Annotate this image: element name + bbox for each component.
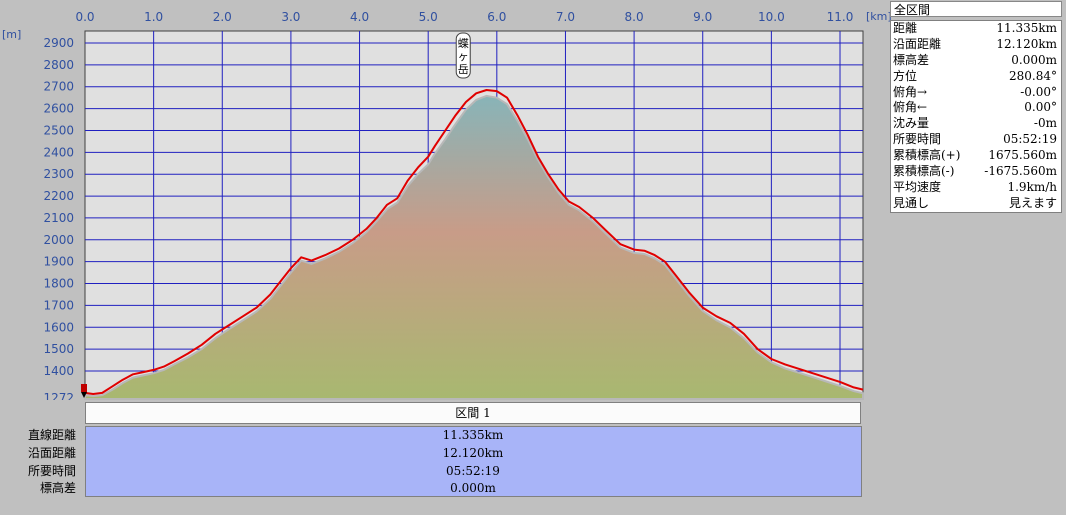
segment-header[interactable]: 区間 1: [85, 402, 861, 424]
y-tick-label: 2700: [43, 80, 74, 94]
info-label: 累積標高(-): [893, 164, 955, 179]
info-row: 沈み量 -0m: [891, 116, 1061, 133]
y-tick-label: 1600: [43, 320, 74, 334]
info-row: 俯角← 0.00°: [891, 100, 1061, 117]
segment-label: 沿面距離: [27, 445, 76, 460]
x-tick-label: 1.0: [144, 10, 163, 24]
info-row: 距離 11.335km: [891, 21, 1061, 37]
peak-annotation: 蝶ヶ岳: [455, 32, 471, 79]
segment-value: 11.335km: [442, 428, 504, 442]
info-label: 俯角→: [893, 84, 928, 99]
segment-value: 05:52:19: [446, 463, 500, 478]
info-value: -0.00°: [1020, 84, 1057, 99]
segment-value-box: [85, 426, 862, 497]
info-row: 累積標高(+) 1675.560m: [891, 148, 1061, 165]
y-tick-label: 1272: [43, 391, 74, 400]
y-tick-label: 2900: [43, 36, 74, 50]
info-value: 12.120km: [996, 36, 1057, 51]
info-value: 0.00°: [1024, 100, 1057, 115]
x-tick-label: 11.0: [827, 10, 854, 24]
info-label: 所要時間: [893, 132, 942, 147]
info-label: 沈み量: [893, 116, 930, 131]
segment-row: 所要時間 05:52:19: [0, 462, 864, 480]
x-axis: 0.0 1.0 2.0 3.0 4.0 5.0 6.0 7.0 8.0 9.0 10.0 11.0: [75, 10, 853, 24]
peak-label: 蝶ヶ岳: [458, 36, 469, 76]
x-tick-label: 3.0: [281, 10, 300, 24]
y-tick-label: 1400: [43, 364, 74, 378]
segment-label: 直線距離: [27, 428, 76, 442]
x-tick-label: 7.0: [556, 10, 575, 24]
y-tick-label: 2200: [43, 189, 74, 203]
info-value: -1675.560m: [984, 164, 1057, 179]
info-value: 11.335km: [996, 21, 1057, 35]
info-label: 俯角←: [893, 100, 928, 115]
y-tick-label: 1800: [43, 277, 74, 291]
x-unit-label: [km]: [866, 10, 892, 23]
x-tick-label: 5.0: [419, 10, 438, 24]
info-label: 沿面距離: [893, 36, 942, 51]
y-tick-label: 2500: [43, 123, 74, 137]
info-label: 累積標高(+): [893, 148, 961, 163]
info-row: 標高差 0.000m: [891, 53, 1061, 69]
info-panel: 全区間 距離 11.335km 沿面距離 12.120km 標高差 0.000m 方位 280…: [890, 1, 1062, 213]
info-value: 280.84°: [1009, 68, 1057, 83]
info-table: 距離 11.335km 沿面距離 12.120km 標高差 0.000m 方位 280.84°…: [890, 20, 1062, 213]
segment-row: 標高差 0.000m: [0, 479, 864, 497]
x-tick-label: 9.0: [693, 10, 712, 24]
start-marker-icon: [81, 384, 87, 398]
x-tick-label: 6.0: [487, 10, 506, 24]
y-tick-label: 1700: [43, 298, 74, 312]
y-axis: 1272 1400 1500 1600 1700 1800 1900 2000 2100 2200…: [43, 36, 74, 400]
info-value: 1675.560m: [988, 148, 1057, 163]
y-tick-label: 2000: [43, 233, 74, 247]
info-label: 平均速度: [893, 179, 942, 194]
info-label: 距離: [893, 21, 918, 35]
info-value: -0m: [1033, 116, 1057, 131]
route-series: [84, 89, 864, 395]
y-tick-label: 1500: [43, 342, 74, 356]
info-value: 見えます: [1008, 195, 1057, 210]
x-tick-label: 10.0: [758, 10, 785, 24]
info-value: 1.9km/h: [1007, 179, 1057, 194]
segment-label: 所要時間: [27, 463, 76, 478]
x-tick-label: 0.0: [75, 10, 94, 24]
info-label: 方位: [893, 68, 918, 83]
segment-table: 直線距離 11.335km 沿面距離 12.120km 所要時間 05:52:19 標高差 0…: [0, 426, 864, 497]
segment-label: 標高差: [39, 481, 76, 496]
info-label: 標高差: [893, 52, 930, 67]
info-row: 俯角→ -0.00°: [891, 85, 1061, 101]
segment-row: 沿面距離 12.120km: [0, 444, 864, 462]
segment-value: 0.000m: [450, 481, 496, 496]
y-tick-label: 1900: [43, 255, 74, 269]
info-panel-title: 全区間: [890, 1, 1062, 17]
terrain-area: [84, 94, 864, 400]
info-value: 0.000m: [1011, 52, 1057, 67]
segment-row: 直線距離 11.335km: [0, 426, 864, 444]
segment-value: 12.120km: [442, 445, 504, 460]
info-value: 05:52:19: [1003, 132, 1057, 147]
x-tick-label: 4.0: [350, 10, 369, 24]
x-tick-label: 2.0: [213, 10, 232, 24]
route-line: [84, 89, 864, 395]
info-row: 沿面距離 12.120km: [891, 37, 1061, 53]
info-row: 方位 280.84°: [891, 69, 1061, 85]
annotations: 蝶ヶ岳: [455, 32, 471, 79]
info-row: 累積標高(-) -1675.560m: [891, 164, 1061, 180]
terrain-series: [84, 94, 864, 400]
y-tick-label: 2800: [43, 58, 74, 72]
info-label: 見通し: [893, 195, 930, 210]
x-tick-label: 8.0: [625, 10, 644, 24]
y-tick-label: 2300: [43, 167, 74, 181]
y-tick-label: 2400: [43, 145, 74, 159]
info-row: 平均速度 1.9km/h: [891, 180, 1061, 196]
info-row: 所要時間 05:52:19: [891, 132, 1061, 149]
elevation-chart: 0.0 1.0 2.0 3.0 4.0 5.0 6.0 7.0 8.0 9.0 10.0 11.0 1…: [2, 10, 892, 400]
y-tick-label: 2100: [43, 211, 74, 225]
info-row: 見通し 見えます: [891, 196, 1061, 212]
y-tick-label: 2600: [43, 102, 74, 116]
y-unit-label: [m]: [2, 28, 21, 41]
